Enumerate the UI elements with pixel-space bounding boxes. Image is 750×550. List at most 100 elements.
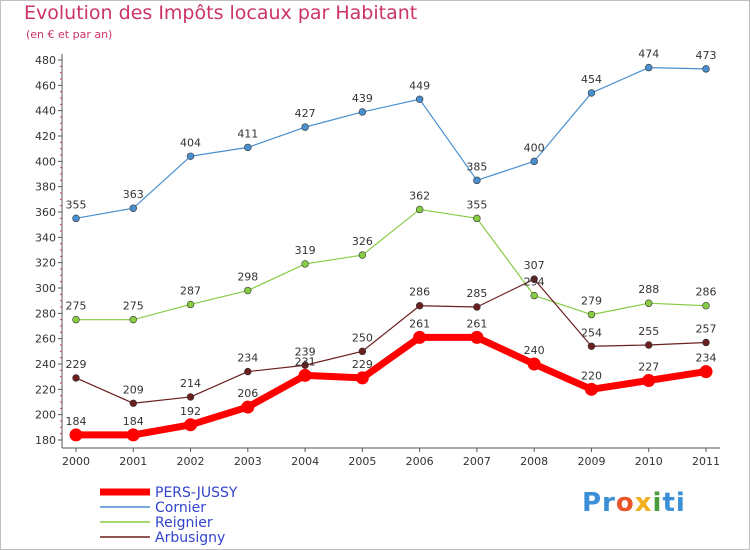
y-tick-label: 480 bbox=[35, 54, 56, 67]
axes: 180 200 220 240 260 280 300 320 340 360 380 400 420 4… bbox=[35, 54, 720, 468]
data-point bbox=[413, 330, 427, 344]
data-point bbox=[301, 361, 309, 369]
data-label: 231 bbox=[295, 355, 316, 368]
data-point bbox=[699, 365, 713, 379]
data-label: 257 bbox=[696, 322, 717, 335]
data-point bbox=[702, 338, 710, 347]
data-label: 326 bbox=[352, 235, 373, 248]
data-label: 427 bbox=[295, 107, 316, 120]
x-tick-label: 2009 bbox=[577, 455, 605, 468]
data-point bbox=[415, 205, 424, 214]
data-label: 404 bbox=[180, 136, 201, 149]
series-line bbox=[75, 208, 707, 321]
data-point bbox=[184, 418, 198, 432]
y-tick-label: 420 bbox=[35, 130, 56, 143]
data-point bbox=[186, 152, 195, 160]
y-tick-label: 340 bbox=[35, 231, 56, 244]
data-label: 220 bbox=[581, 369, 602, 382]
data-point bbox=[69, 428, 83, 442]
x-tick-label: 2000 bbox=[62, 455, 90, 468]
data-point bbox=[645, 341, 653, 349]
data-point bbox=[129, 315, 137, 324]
y-tick-label: 460 bbox=[35, 79, 56, 92]
data-label: 229 bbox=[66, 358, 87, 371]
data-label: 411 bbox=[237, 127, 258, 140]
data-point bbox=[244, 367, 252, 376]
series-line bbox=[75, 66, 707, 219]
x-tick-label: 2005 bbox=[348, 455, 376, 468]
data-point bbox=[473, 176, 481, 185]
chart-title: Evolution des Impôts locaux par Habitant bbox=[24, 2, 418, 24]
data-label: 287 bbox=[180, 284, 201, 297]
legend-label: PERS-JUSSY bbox=[155, 485, 238, 501]
y-tick-label: 280 bbox=[35, 307, 56, 320]
y-tick-label: 220 bbox=[35, 383, 56, 396]
x-tick-label: 2004 bbox=[291, 455, 319, 468]
legend-label: Cornier bbox=[155, 500, 206, 516]
data-point bbox=[587, 89, 596, 97]
data-label: 239 bbox=[295, 345, 316, 358]
data-label: 214 bbox=[180, 377, 201, 390]
data-label: 285 bbox=[466, 287, 487, 300]
data-label: 400 bbox=[524, 141, 545, 154]
logo-part: x bbox=[634, 488, 653, 518]
y-tick-label: 380 bbox=[35, 181, 56, 194]
data-label: 473 bbox=[696, 49, 717, 62]
y-tick-label: 300 bbox=[35, 282, 56, 295]
data-label: 234 bbox=[696, 352, 717, 365]
data-point bbox=[702, 302, 710, 310]
data-labels: 355 363 404 411 427 439 449 385 400 454 474 473 275 2… bbox=[66, 48, 717, 428]
data-point bbox=[530, 275, 538, 283]
x-tick-label: 2010 bbox=[635, 455, 663, 468]
y-tick-label: 260 bbox=[35, 333, 56, 346]
data-label: 474 bbox=[638, 48, 659, 61]
y-tick-label: 180 bbox=[35, 434, 56, 447]
data-point bbox=[358, 347, 367, 356]
data-point bbox=[473, 214, 481, 223]
data-point bbox=[702, 65, 710, 73]
x-tick-label: 2006 bbox=[406, 455, 434, 468]
data-point bbox=[530, 157, 538, 166]
x-tick-label: 2003 bbox=[234, 455, 262, 468]
data-label: 209 bbox=[123, 383, 144, 396]
data-point bbox=[126, 428, 140, 442]
data-label: 254 bbox=[581, 326, 602, 339]
data-label: 355 bbox=[466, 198, 487, 211]
data-point bbox=[244, 143, 252, 152]
data-label: 279 bbox=[581, 295, 602, 308]
y-tick-label: 320 bbox=[35, 257, 56, 270]
data-label: 250 bbox=[352, 331, 373, 344]
data-point bbox=[358, 251, 367, 259]
data-point bbox=[587, 310, 596, 319]
data-label: 454 bbox=[581, 73, 602, 86]
logo-part: o bbox=[615, 488, 635, 518]
data-label: 229 bbox=[352, 358, 373, 371]
data-point bbox=[129, 204, 137, 212]
data-label: 240 bbox=[524, 344, 545, 357]
y-tick-label: 200 bbox=[35, 409, 56, 422]
y-tick-label: 400 bbox=[35, 155, 56, 168]
data-point bbox=[645, 63, 653, 72]
logo-part: ti bbox=[662, 488, 686, 518]
data-label: 227 bbox=[638, 360, 659, 373]
data-point bbox=[645, 299, 653, 307]
data-label: 261 bbox=[409, 317, 430, 330]
data-label: 286 bbox=[696, 286, 717, 299]
data-point bbox=[642, 373, 656, 387]
data-point bbox=[301, 123, 309, 131]
chart-subtitle: (en € et par an) bbox=[26, 28, 113, 41]
x-tick-label: 2007 bbox=[463, 455, 491, 468]
data-label: 261 bbox=[466, 317, 487, 330]
data-point bbox=[244, 286, 252, 295]
series-lines bbox=[69, 63, 713, 442]
data-label: 362 bbox=[409, 189, 430, 202]
data-label: 307 bbox=[524, 259, 545, 272]
x-tick-label: 2002 bbox=[177, 455, 205, 468]
data-point bbox=[530, 291, 538, 300]
data-point bbox=[301, 260, 309, 268]
logo-part: i bbox=[652, 488, 663, 518]
series-line bbox=[75, 278, 707, 404]
x-tick-label: 2008 bbox=[520, 455, 548, 468]
